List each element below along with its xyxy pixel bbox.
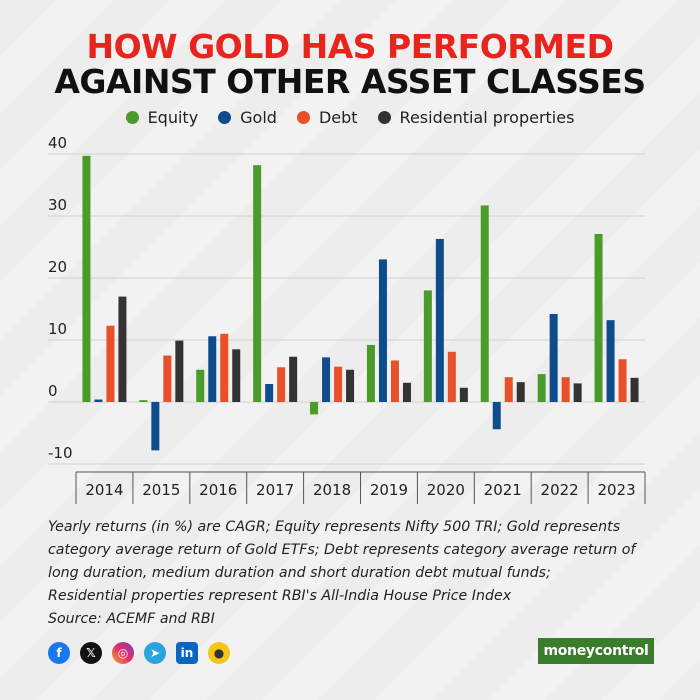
x-tick-label: 2019 — [370, 481, 408, 499]
bar-equity-2018 — [310, 402, 319, 415]
bar-residential-properties-2014 — [118, 296, 127, 402]
bar-debt-2022 — [561, 377, 570, 402]
bar-gold-2015 — [151, 402, 160, 451]
bar-equity-2022 — [537, 374, 546, 402]
bar-gold-2021 — [492, 402, 501, 430]
social-links: f 𝕏 ◎ ➤ in ● — [48, 642, 230, 664]
x-tick-label: 2015 — [142, 481, 180, 499]
brand-logo: moneycontrol — [538, 638, 654, 664]
bar-equity-2021 — [480, 205, 489, 402]
bar-debt-2014 — [106, 325, 115, 402]
x-tick-label: 2016 — [199, 481, 237, 499]
bar-debt-2023 — [618, 359, 627, 402]
bar-gold-2023 — [606, 320, 615, 402]
x-tick-label: 2014 — [85, 481, 123, 499]
legend-label-debt: Debt — [318, 108, 358, 127]
y-tick-label: 30 — [48, 196, 67, 214]
y-tick-label: -10 — [48, 444, 73, 462]
bar-residential-properties-2019 — [402, 382, 411, 402]
bar-chart: 40 30 20 10 0 -10 2014 2015 2016 2017 2018 2019 2020… — [48, 134, 646, 504]
bar-equity-2020 — [423, 290, 432, 402]
legend-item-gold: Gold — [218, 108, 277, 127]
legend-swatch-gold — [218, 111, 232, 124]
bar-debt-2021 — [504, 377, 513, 402]
bar-gold-2016 — [208, 336, 217, 402]
legend-label-gold: Gold — [240, 108, 277, 127]
bar-equity-2015 — [139, 400, 148, 402]
legend-item-equity: Equity — [125, 108, 199, 127]
y-tick-label: 10 — [48, 320, 67, 338]
bar-equity-2023 — [594, 233, 603, 402]
x-tick-label: 2021 — [484, 481, 522, 499]
legend-swatch-residential — [377, 111, 391, 124]
bar-gold-2019 — [378, 259, 387, 402]
chart-title-line1: HOW GOLD HAS PERFORMED — [86, 27, 614, 66]
bar-residential-properties-2021 — [516, 382, 525, 402]
legend-label-equity: Equity — [147, 108, 199, 127]
footnote-line: Residential properties represent RBI's A… — [48, 588, 512, 604]
footnote: Yearly returns (in %) are CAGR; Equity r… — [48, 516, 668, 631]
bar-gold-2017 — [265, 384, 274, 402]
legend-item-residential: Residential properties — [377, 108, 575, 127]
footnote-source: Source: ACEMF and RBI — [48, 611, 215, 627]
x-tick-label: 2020 — [427, 481, 465, 499]
bar-equity-2016 — [196, 369, 205, 402]
linkedin-icon[interactable]: in — [176, 642, 198, 664]
koo-icon[interactable]: ● — [208, 642, 230, 664]
facebook-icon[interactable]: f — [48, 642, 70, 664]
y-tick-label: 20 — [48, 258, 67, 276]
legend-label-residential: Residential properties — [399, 108, 575, 127]
y-tick-label: 40 — [48, 134, 67, 152]
legend-swatch-equity — [125, 111, 139, 124]
bar-residential-properties-2020 — [459, 387, 468, 402]
x-tick-label: 2018 — [313, 481, 351, 499]
y-tick-label: 0 — [48, 382, 58, 400]
bar-residential-properties-2022 — [573, 383, 582, 402]
bar-residential-properties-2018 — [346, 369, 355, 402]
legend-swatch-debt — [296, 111, 310, 124]
bar-debt-2018 — [334, 366, 343, 402]
x-icon[interactable]: 𝕏 — [80, 642, 102, 664]
bar-debt-2020 — [447, 351, 456, 402]
bar-equity-2014 — [82, 155, 91, 402]
footnote-line: Yearly returns (in %) are CAGR; Equity r… — [48, 519, 621, 535]
bar-gold-2018 — [322, 357, 331, 402]
legend-item-debt: Debt — [296, 108, 358, 127]
bar-gold-2020 — [435, 238, 444, 402]
bar-debt-2016 — [220, 333, 229, 402]
x-tick-label: 2022 — [541, 481, 579, 499]
bar-residential-properties-2015 — [175, 340, 184, 402]
bar-gold-2014 — [94, 399, 103, 402]
bar-equity-2017 — [253, 165, 262, 402]
footnote-line: category average return of Gold ETFs; De… — [48, 542, 636, 558]
footnote-line: long duration, medium duration and short… — [48, 565, 551, 581]
bar-residential-properties-2023 — [630, 377, 639, 402]
x-tick-label: 2017 — [256, 481, 294, 499]
bar-debt-2015 — [163, 355, 172, 402]
bar-gold-2022 — [549, 313, 558, 402]
telegram-icon[interactable]: ➤ — [144, 642, 166, 664]
legend: Equity Gold Debt Residential properties — [0, 108, 700, 127]
bar-debt-2017 — [277, 367, 286, 402]
x-tick-label: 2023 — [597, 481, 635, 499]
bar-equity-2019 — [366, 344, 375, 402]
bar-residential-properties-2016 — [232, 349, 241, 402]
chart-title-line2: AGAINST OTHER ASSET CLASSES — [54, 62, 646, 101]
bar-debt-2019 — [390, 360, 399, 402]
bar-residential-properties-2017 — [289, 356, 298, 402]
instagram-icon[interactable]: ◎ — [112, 642, 134, 664]
